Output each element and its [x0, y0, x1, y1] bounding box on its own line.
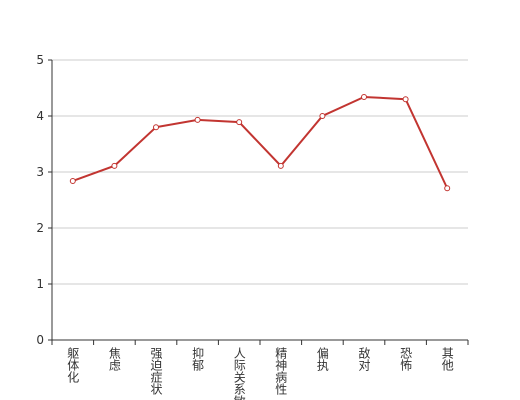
x-tick-label: 抑郁 — [191, 346, 205, 372]
point — [111, 162, 118, 169]
point — [319, 113, 326, 119]
point — [402, 96, 409, 103]
point — [444, 185, 451, 192]
point — [277, 162, 284, 169]
x-tick-label: 其他 — [440, 347, 454, 371]
point — [361, 93, 367, 100]
y-tick-label: 5 — [36, 53, 44, 67]
x-tick-label: 精神病性 — [274, 347, 288, 396]
point — [194, 116, 201, 123]
y-tick-label: 3 — [36, 165, 44, 179]
point — [153, 124, 159, 131]
line — [72, 95, 449, 189]
x-tick-label: 敌对 — [357, 346, 371, 371]
point — [69, 177, 76, 184]
x-tick-label: 恐怖 — [399, 347, 413, 371]
x-tick-label: 焦虑 — [107, 347, 121, 371]
y-tick-label: 2 — [36, 221, 44, 235]
point — [236, 119, 243, 126]
x-tick-label: 躯体化 — [66, 346, 80, 384]
x-tick-label: 人际关系敏感 — [232, 347, 246, 400]
x-tick-label: 强迫症状 — [149, 347, 163, 395]
y-tick-label: 1 — [36, 277, 44, 291]
y-tick-label: 4 — [36, 109, 44, 123]
y-tick-label: 0 — [36, 333, 44, 347]
x-tick-label: 偏执 — [315, 346, 329, 372]
